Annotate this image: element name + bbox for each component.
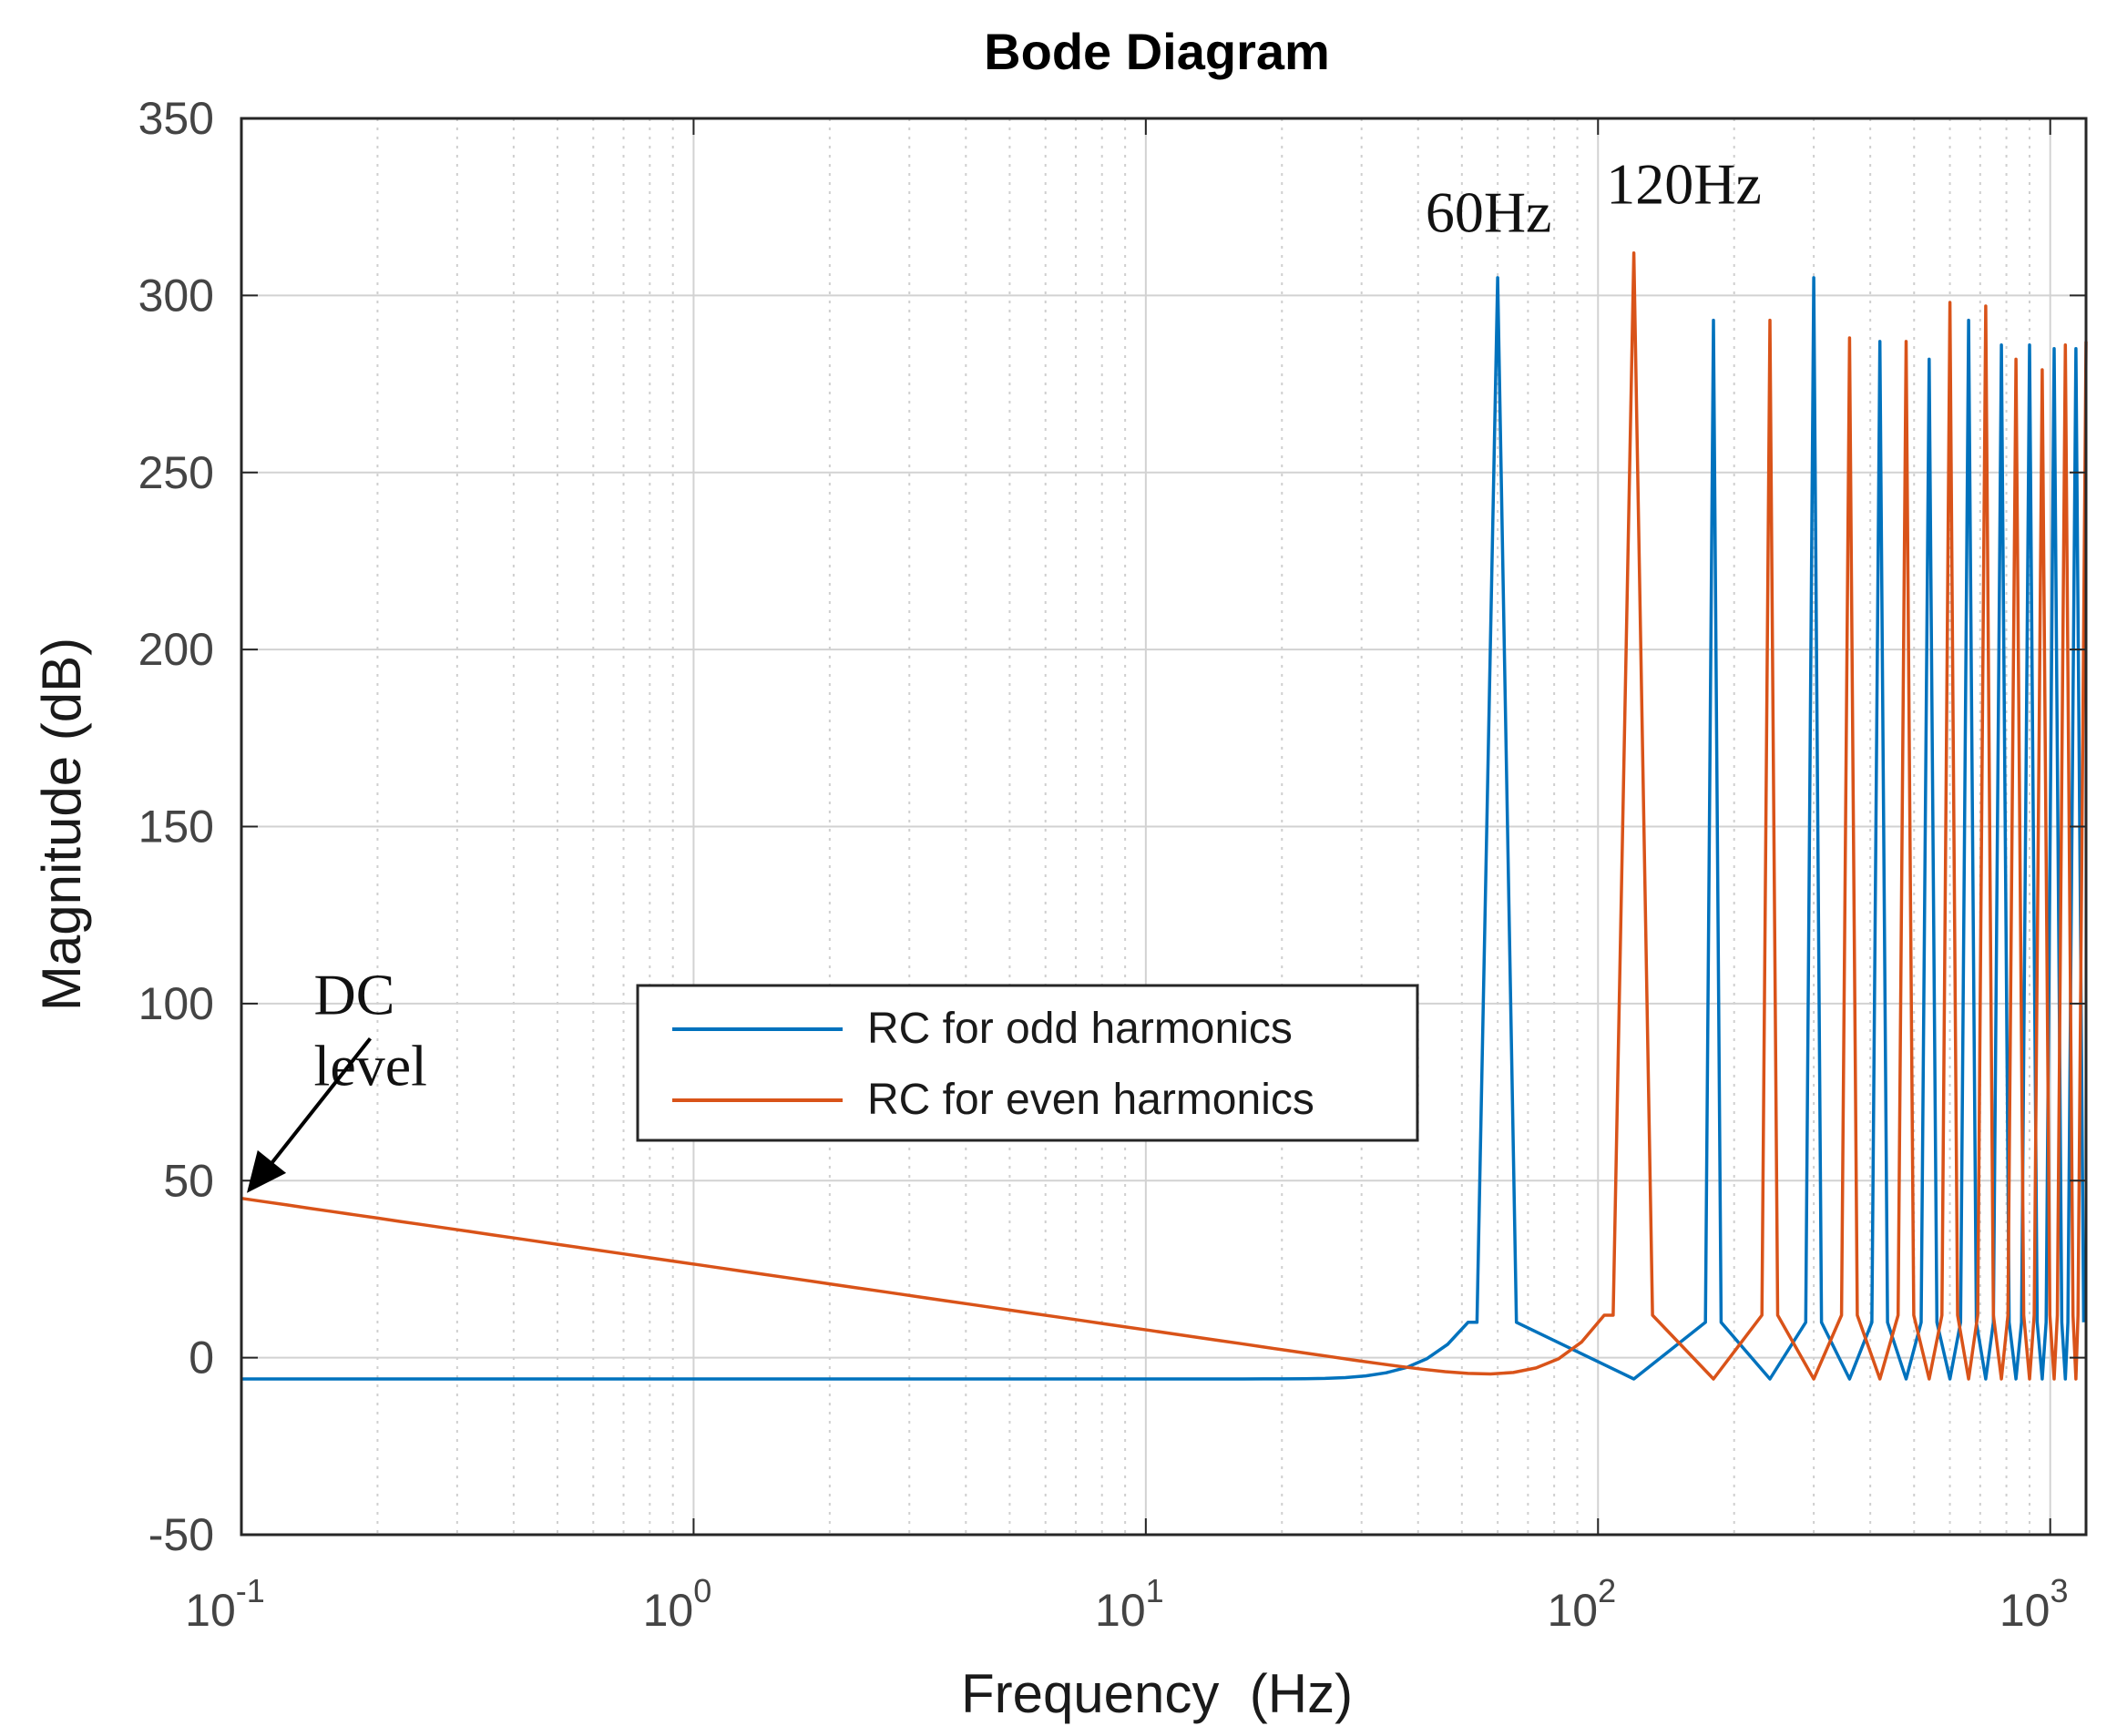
series-line-even <box>240 250 2088 1381</box>
x-axis-label: Frequency (Hz) <box>961 1663 1353 1724</box>
y-tick-label: 0 <box>189 1333 214 1384</box>
dc-arrow-shaft <box>258 1036 373 1180</box>
annotation-120hz: 120Hz <box>1606 151 1762 216</box>
dc-arrow-head <box>247 1149 287 1193</box>
y-axis-label: Magnitude (dB) <box>31 638 92 1011</box>
y-tick-label: 150 <box>138 802 214 853</box>
y-tick-label: 200 <box>138 624 214 675</box>
y-tick-label: 50 <box>163 1155 214 1206</box>
annotation-dc: DC <box>314 963 395 1027</box>
y-tick-label: 350 <box>138 93 214 144</box>
legend-box <box>636 984 1419 1142</box>
series-line-odd <box>241 276 2086 1381</box>
legend-label-odd: RC for odd harmonics <box>867 1005 1293 1053</box>
y-tick-label: 300 <box>138 270 214 321</box>
legend: RC for odd harmonics RC for even harmoni… <box>636 984 1419 1142</box>
y-tick-label: 250 <box>138 447 214 498</box>
y-tick-label: 100 <box>138 978 214 1029</box>
series-lines <box>240 250 2088 1381</box>
legend-label-even: RC for even harmonics <box>867 1076 1314 1124</box>
chart-title: Bode Diagram <box>984 23 1330 80</box>
annotation-60hz: 60Hz <box>1426 179 1552 244</box>
y-tick-label: -50 <box>148 1509 214 1560</box>
